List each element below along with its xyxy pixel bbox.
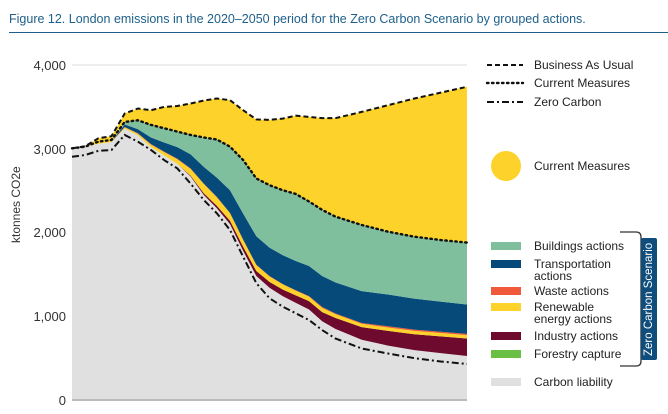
- y-tick-label: 3,000: [33, 142, 66, 157]
- figure-title: Figure 12. London emissions in the 2020–…: [9, 12, 586, 26]
- zero-carbon-scenario-group-label: Zero Carbon Scenario: [641, 238, 657, 360]
- title-rule: [9, 32, 668, 33]
- legend-swatch-carbon-liability: [491, 378, 521, 386]
- legend-carbon-liability-label: Carbon liability: [534, 375, 613, 389]
- line-business-as-usual: [71, 85, 468, 150]
- y-tick-label: 4,000: [33, 58, 66, 73]
- zero-carbon-scenario-text: Zero Carbon Scenario: [643, 242, 655, 356]
- legend-renewable-label: Renewable energy actions: [534, 300, 613, 326]
- y-tick-label: 0: [58, 393, 66, 408]
- legend-swatch-renewable: [491, 303, 521, 311]
- legend-waste-label: Waste actions: [534, 284, 609, 298]
- area-current-measures: [72, 86, 467, 243]
- legend-zero-carbon-label: Zero Carbon: [534, 95, 602, 109]
- legend-current-measures-line-label: Current Measures: [534, 76, 631, 90]
- legend-buildings-label: Buildings actions: [534, 239, 625, 253]
- legend-swatch-buildings: [491, 242, 521, 250]
- area-carbon-liability: [72, 128, 467, 400]
- legend-swatch-industry: [491, 332, 521, 340]
- legend-current-measures-label: Current Measures: [534, 159, 631, 173]
- legend-swatch-transport: [491, 260, 521, 268]
- area-buildings-actions: [72, 120, 467, 305]
- y-axis-label: ktonnes CO2e: [9, 166, 23, 244]
- legend-industry-label: Industry actions: [534, 329, 619, 343]
- line-current-measures: [70, 119, 469, 244]
- area-transportation-actions: [72, 124, 467, 334]
- legend-transport-label: Transportation actions: [534, 257, 611, 283]
- y-tick-label: 2,000: [33, 225, 66, 240]
- y-tick-label: 1,000: [33, 309, 66, 324]
- line-zero-carbon: [71, 133, 468, 365]
- legend-bau-label: Business As Usual: [534, 58, 634, 72]
- legend-swatch-waste: [491, 287, 521, 295]
- legend-forestry-label: Forestry capture: [534, 347, 622, 361]
- legend-current-measures-circle: [491, 151, 521, 181]
- legend-swatch-forestry: [491, 350, 521, 358]
